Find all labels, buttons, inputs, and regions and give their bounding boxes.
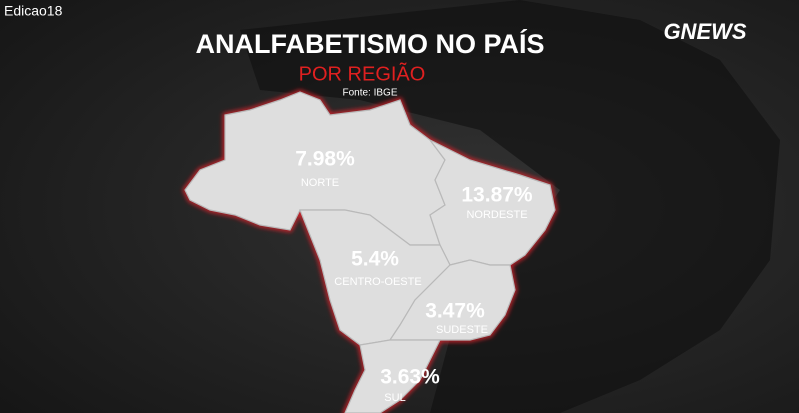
region-value: 13.87%: [461, 184, 533, 207]
map: [182, 89, 558, 413]
region-value: 3.47%: [425, 300, 485, 323]
region-name: CENTRO-OESTE: [334, 276, 421, 288]
source: Fonte: IBGE: [342, 88, 397, 99]
region-name: NORTE: [301, 177, 339, 189]
region-value: 5.4%: [351, 248, 399, 271]
region-sul: [344, 339, 441, 413]
subtitle: POR REGIÃO: [299, 61, 426, 85]
region-value: 3.63%: [380, 366, 440, 389]
background-shape: [240, 0, 780, 413]
region-sudeste: [388, 259, 516, 341]
region-name: NORDESTE: [466, 209, 527, 221]
logo: GNEWS: [663, 19, 746, 44]
region-name: SUDESTE: [436, 324, 488, 336]
title: ANALFABETISMO NO PAÍS: [195, 28, 544, 59]
region-value: 7.98%: [295, 148, 355, 171]
corner-label: Edicao18: [4, 3, 63, 19]
region-name: SUL: [384, 392, 405, 404]
